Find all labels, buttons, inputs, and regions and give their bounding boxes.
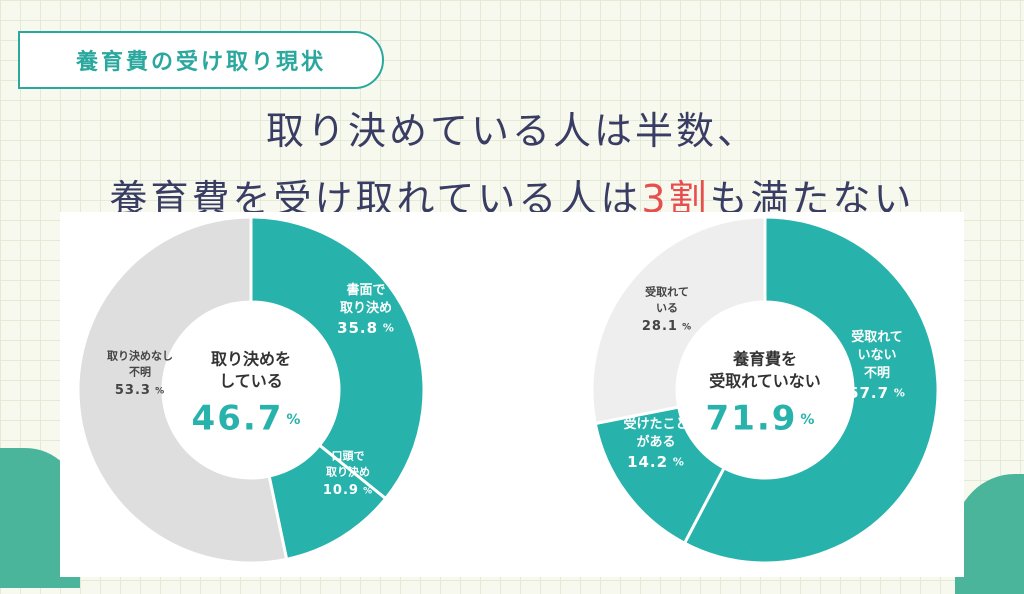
chart-1-slice-3-label: 取り決めなし [107, 349, 173, 363]
chart-1-center-label: 取り決めを [211, 350, 291, 369]
chart-2-slice-3 [590, 215, 767, 426]
section-tag-label: 養育費の受け取り現状 [75, 50, 326, 75]
chart-2-slice-1 [682, 215, 940, 565]
chart-1-slice-3 [76, 215, 289, 565]
chart-2-slice-1-label: いない [857, 348, 896, 363]
chart-1-slice-1 [249, 215, 426, 501]
chart-2-center-value: 71.9% [706, 399, 817, 439]
chart-1-slice-2-value: 10.9 % [323, 483, 373, 498]
chart-2-slice-3-value: 28.1 % [642, 319, 692, 334]
chart-1-center-value: 46.7% [192, 399, 303, 439]
chart-2-slice-1-value: 57.7 % [848, 384, 906, 402]
chart-1-slice-2-label: 取り決め [326, 465, 370, 479]
chart-2-slice-2-value: 14.2 % [627, 453, 685, 471]
chart-2-center-label: 養育費を [732, 350, 797, 369]
headline-line-1: 取り決めている人は半数、 [265, 109, 758, 153]
chart-1-slice-3-label: 不明 [129, 366, 151, 379]
chart-1-hole [164, 303, 338, 477]
chart-1-slice-2-label: 口頭で [332, 450, 365, 463]
chart-2-slice-1-label: 不明 [864, 366, 890, 381]
chart-2-slice-3-label: いる [656, 302, 678, 315]
chart-2-slice-2-label: がある [636, 434, 675, 450]
chart-1-slice-3-value: 53.3 % [115, 383, 165, 398]
chart-2-slice-2-label: 受けたこと [623, 416, 688, 432]
chart-2-hole [678, 303, 852, 477]
chart-2-slice-1-label: 受取れて [851, 329, 903, 345]
chart-1-slice-1-value: 35.8 % [337, 319, 395, 337]
chart-2-slice-3-label: 受取れて [645, 285, 689, 299]
chart-1-center-label: している [219, 372, 283, 391]
chart-2-center-label: 受取れていない [709, 372, 821, 391]
chart-1-slice-1-label: 書面で [346, 282, 385, 298]
section-tag: 養育費の受け取り現状 [18, 31, 384, 89]
chart-1-slice-1-label: 取り決め [340, 300, 392, 316]
